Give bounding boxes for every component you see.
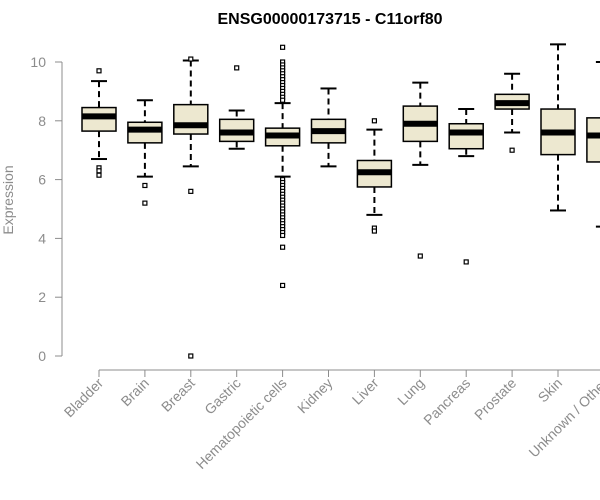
box-kidney: [310, 87, 347, 168]
x-tick-label: Prostate: [471, 375, 519, 423]
box-gastric: [218, 65, 255, 150]
box-prostate: [494, 72, 530, 153]
x-tick-label: Gastric: [201, 375, 244, 418]
x-tick-label: Pancreas: [420, 375, 473, 428]
x-tick-label: Liver: [349, 375, 382, 408]
box-iqr: [448, 122, 484, 150]
outlier-point: [371, 228, 377, 234]
box-pancreas: [448, 108, 484, 265]
outlier-point: [142, 182, 148, 189]
outlier-point: [188, 56, 194, 62]
outlier-point: [188, 188, 194, 194]
y-tick-label: 4: [38, 230, 46, 246]
box-unknown-other: [586, 61, 600, 228]
outlier-point: [280, 244, 286, 250]
outlier-point: [142, 200, 148, 206]
y-tick-label: 6: [38, 172, 46, 188]
outlier-point: [188, 353, 194, 359]
y-tick-label: 10: [30, 54, 46, 70]
box-brain: [127, 99, 163, 206]
outlier-point: [371, 118, 377, 124]
x-tick-label: Bladder: [61, 375, 107, 421]
boxes-group: [81, 43, 600, 359]
box-liver: [356, 118, 393, 234]
outlier-point: [417, 253, 423, 259]
y-axis-label: Expression: [0, 165, 16, 234]
x-tick-label: Hematopoietic cells: [193, 375, 290, 472]
y-tick-label: 0: [38, 348, 46, 364]
y-tick-label: 8: [38, 113, 46, 129]
y-axis: 0 2 4 6 8 10: [30, 54, 63, 364]
x-tick-label: Brain: [118, 375, 152, 409]
outlier-point: [234, 65, 240, 71]
outlier-point: [96, 68, 102, 74]
box-breast: [173, 56, 209, 359]
outlier-point: [280, 97, 286, 103]
x-tick-label: Breast: [158, 375, 198, 415]
outlier-point: [96, 168, 102, 174]
outlier-point: [463, 259, 469, 265]
outlier-point: [509, 147, 515, 153]
box-iqr: [586, 117, 600, 163]
y-tick-label: 2: [38, 289, 46, 305]
box-hematopoietic-cells: [264, 44, 301, 289]
box-bladder: [81, 68, 117, 178]
x-tick-label: Kidney: [294, 375, 336, 417]
chart-title: ENSG00000173715 - C11orf80: [217, 11, 442, 28]
outlier-point: [280, 282, 286, 289]
box-skin: [540, 43, 576, 212]
x-tick-label: Skin: [535, 375, 566, 406]
outlier-point: [280, 232, 286, 239]
box-lung: [402, 81, 439, 259]
outlier-point: [280, 44, 286, 50]
x-tick-label: Lung: [394, 375, 427, 408]
outlier-point: [96, 172, 102, 178]
box-iqr: [173, 103, 209, 135]
